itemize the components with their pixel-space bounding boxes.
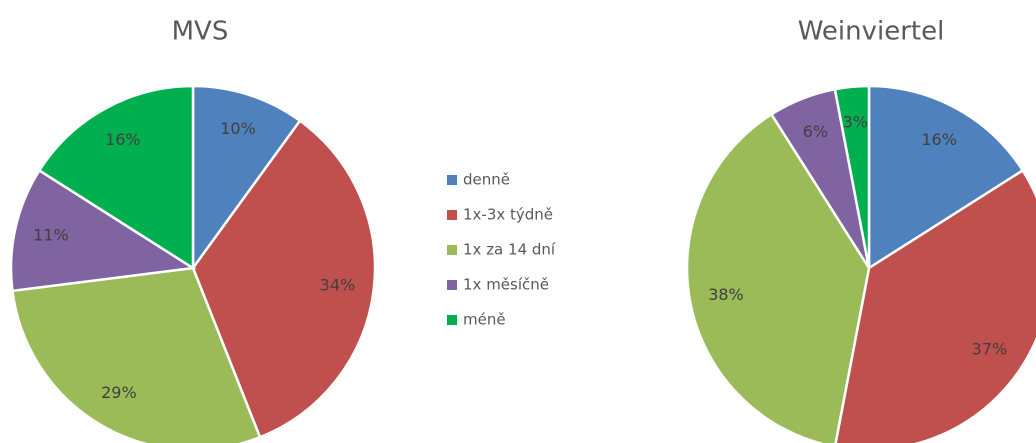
- pie-slice: [833, 84, 871, 269]
- legend-swatch: [447, 315, 457, 325]
- pie-slice: [867, 84, 1025, 271]
- data-label: 6%: [803, 122, 828, 141]
- pie-slice: [9, 168, 197, 293]
- data-label: 38%: [708, 285, 744, 304]
- legend-label: méně: [463, 311, 506, 329]
- pie-slice: [37, 84, 195, 271]
- legend-swatch: [447, 210, 457, 220]
- data-label: 16%: [105, 130, 141, 149]
- legend-label: 1x za 14 dní: [463, 241, 556, 259]
- data-label: 16%: [921, 130, 957, 149]
- data-label: 10%: [220, 119, 256, 138]
- data-label: 11%: [33, 226, 69, 245]
- legend-swatch: [447, 280, 457, 290]
- pie-slice: [191, 119, 377, 439]
- legend-label: 1x měsíčně: [463, 276, 549, 294]
- chart-title: Weinviertel: [798, 17, 945, 47]
- data-label: 29%: [101, 383, 137, 402]
- legend-label: 1x-3x týdně: [463, 206, 553, 224]
- legend-swatch: [447, 245, 457, 255]
- legend-swatch: [447, 175, 457, 185]
- pie-slice: [834, 168, 1036, 443]
- data-label: 3%: [843, 113, 868, 132]
- pie-slice: [191, 84, 302, 272]
- data-label: 34%: [320, 276, 356, 295]
- chart-title: MVS: [172, 17, 229, 47]
- data-label: 37%: [972, 339, 1008, 358]
- legend-label: denně: [463, 171, 510, 189]
- pie-slice: [11, 266, 262, 443]
